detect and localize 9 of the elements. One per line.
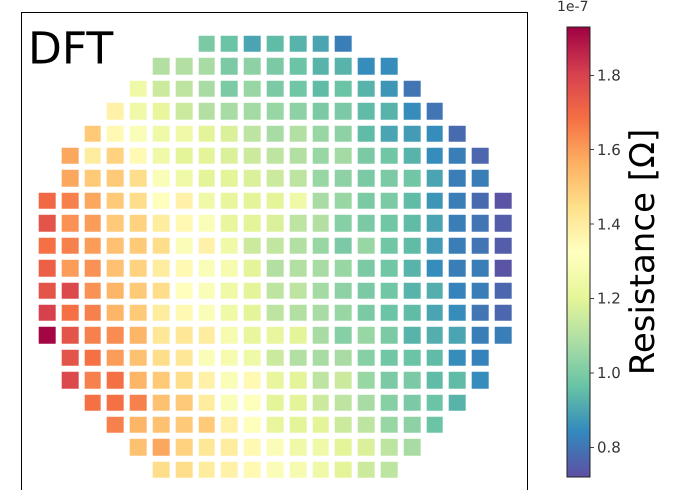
color-bar-label: 1.2 — [597, 290, 621, 308]
color-bar-title: Resistance [Ω] — [622, 128, 663, 376]
color-bar-label: 1.4 — [597, 215, 621, 234]
chart-title: DFT — [28, 23, 114, 74]
color-bar-label: 1.0 — [597, 364, 621, 382]
color-bar-label: 1.8 — [597, 66, 621, 85]
text: 1e-7 — [557, 0, 588, 15]
color-bar-label: 1.6 — [597, 140, 621, 159]
color-bar-label: 0.8 — [597, 438, 621, 456]
